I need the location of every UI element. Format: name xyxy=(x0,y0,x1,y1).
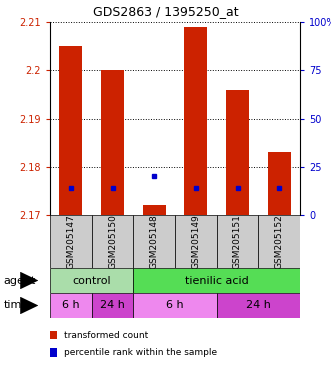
Text: time: time xyxy=(4,301,29,311)
Text: GSM205148: GSM205148 xyxy=(150,214,159,269)
Bar xyxy=(143,205,166,215)
Bar xyxy=(101,70,124,215)
Bar xyxy=(50,293,92,318)
Polygon shape xyxy=(20,272,38,289)
Text: percentile rank within the sample: percentile rank within the sample xyxy=(64,348,217,357)
Text: GSM205151: GSM205151 xyxy=(233,214,242,269)
Text: 24 h: 24 h xyxy=(246,301,271,311)
Text: GDS2863 / 1395250_at: GDS2863 / 1395250_at xyxy=(93,5,238,18)
Bar xyxy=(92,215,133,268)
Bar xyxy=(59,46,82,215)
Text: 24 h: 24 h xyxy=(100,301,125,311)
Text: 6 h: 6 h xyxy=(62,301,80,311)
Polygon shape xyxy=(20,297,38,314)
Text: 6 h: 6 h xyxy=(166,301,184,311)
Text: agent: agent xyxy=(4,275,36,285)
Text: GSM205152: GSM205152 xyxy=(275,214,284,269)
Text: tienilic acid: tienilic acid xyxy=(185,275,249,285)
Bar xyxy=(217,215,258,268)
Bar xyxy=(268,152,291,215)
Text: control: control xyxy=(72,275,111,285)
Bar xyxy=(92,293,133,318)
Text: GSM205150: GSM205150 xyxy=(108,214,117,269)
Bar xyxy=(226,89,249,215)
Bar xyxy=(184,27,207,215)
Bar xyxy=(217,293,300,318)
Text: GSM205149: GSM205149 xyxy=(191,214,200,269)
Bar xyxy=(133,293,217,318)
Bar xyxy=(133,268,300,293)
Bar xyxy=(50,215,92,268)
Text: transformed count: transformed count xyxy=(64,331,148,339)
Bar xyxy=(258,215,300,268)
Bar xyxy=(175,215,217,268)
Text: GSM205147: GSM205147 xyxy=(66,214,75,269)
Bar xyxy=(50,268,133,293)
Bar xyxy=(133,215,175,268)
